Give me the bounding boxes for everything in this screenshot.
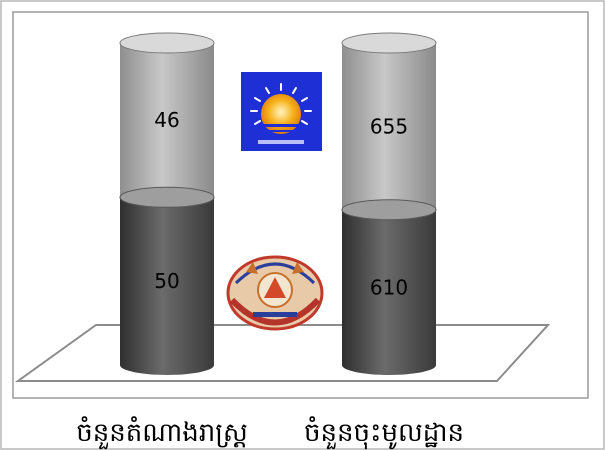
category-label-0: ចំនួនតំណាងរាស្ត្រ [76,416,248,450]
chart-floor [14,324,551,382]
value-label-upper-1: 655 [370,114,408,138]
bars-group: 50 46 ចំនួនតំណាងរាស្ត្រ 610 655 ចំនួនចុះមូលដ្… [76,32,464,450]
bar-split-cap-1 [341,199,437,221]
sun-rays-logo-icon [241,72,322,151]
party-emblem-logo-icon [226,255,324,331]
value-label-lower-0: 50 [154,269,179,293]
bar-top-cap-1 [341,32,437,54]
bar-top-cap-0 [119,32,215,54]
bar-upper-1 [342,43,436,220]
bar-lower-0 [120,197,214,375]
bar-upper-0 [120,43,214,208]
category-label-1: ចំនួនចុះមូលដ្ឋាន [304,416,464,450]
bar-split-cap-0 [119,186,215,208]
value-label-lower-1: 610 [370,275,408,299]
value-label-upper-0: 46 [154,108,179,132]
bar-lower-1 [342,209,436,375]
